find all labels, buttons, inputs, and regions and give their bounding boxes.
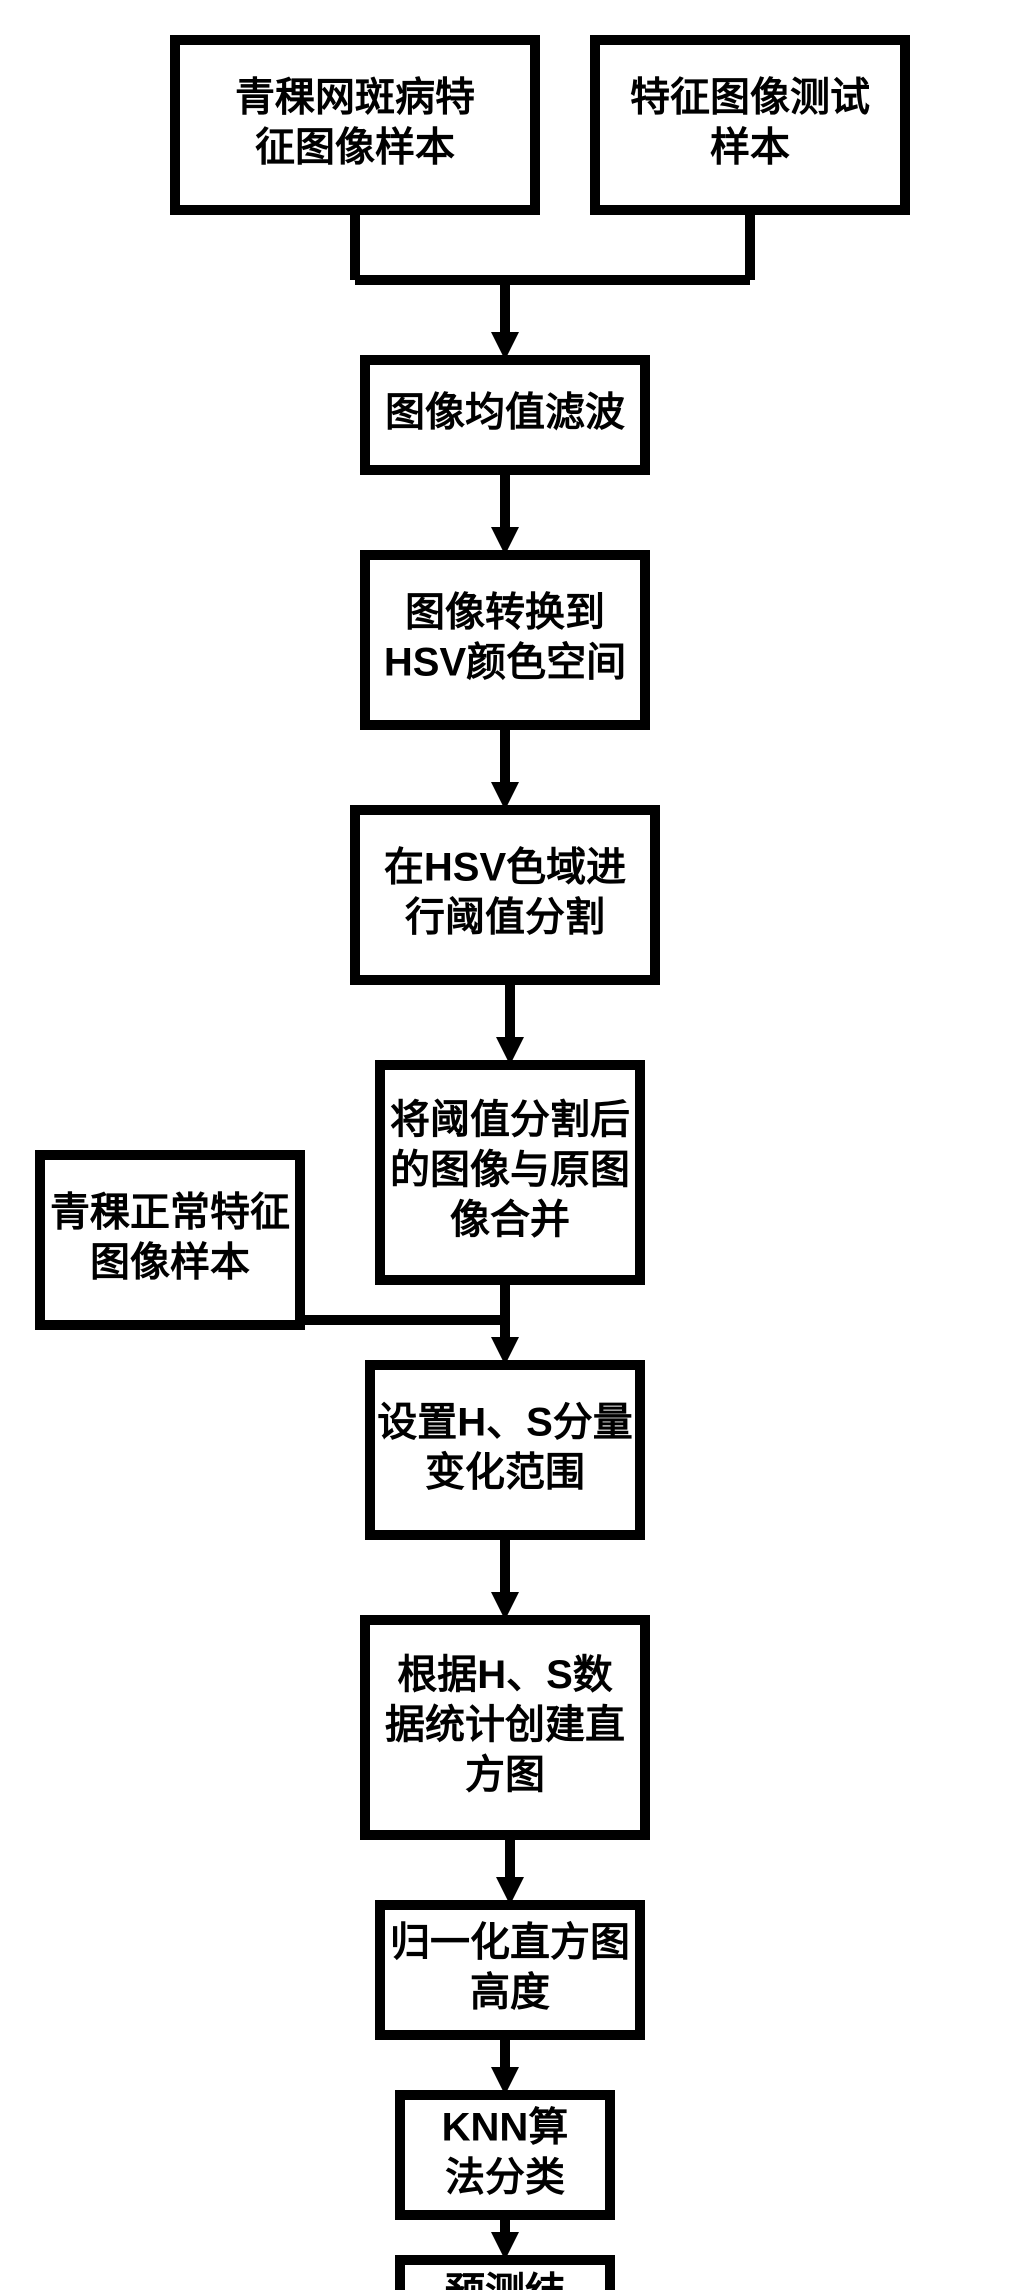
flowchart-node-n3: 图像均值滤波 [365, 360, 645, 470]
node-label: 设置H、S分量 [377, 1401, 633, 1445]
node-label: 图像均值滤波 [385, 391, 625, 435]
node-label: 特征图像测试 [630, 76, 870, 120]
node-label: 高度 [470, 1971, 550, 2015]
node-label: 预测结 [445, 2271, 565, 2290]
node-label: 样本 [710, 126, 790, 170]
node-label: 图像转换到 [405, 591, 605, 635]
node-label: 法分类 [445, 2156, 565, 2200]
node-label: 的图像与原图 [390, 1148, 630, 1192]
node-label: 变化范围 [425, 1451, 585, 1495]
node-label: 征图像样本 [255, 126, 455, 170]
flowchart-node-n6: 将阈值分割后的图像与原图像合并 [380, 1065, 640, 1280]
flowchart-node-n10: 归一化直方图高度 [380, 1905, 640, 2035]
node-label: 方图 [465, 1753, 545, 1797]
flowchart-node-n11: KNN算法分类 [400, 2095, 610, 2215]
flowchart-node-n9: 根据H、S数据统计创建直方图 [365, 1620, 645, 1835]
flowchart-node-n5: 在HSV色域进行阈值分割 [355, 810, 655, 980]
flowchart-node-n12: 预测结果 [400, 2260, 610, 2290]
flowchart-node-n4: 图像转换到 HSV颜色空间 [365, 555, 645, 725]
node-label: 青稞正常特征 [50, 1191, 290, 1235]
node-label: 行阈值分割 [405, 896, 605, 940]
node-label: 在HSV色域进 [384, 846, 626, 890]
node-label: KNN算 [442, 2106, 569, 2150]
flowchart-node-n7: 青稞正常特征图像样本 [40, 1155, 300, 1325]
node-label: 图像样本 [90, 1241, 250, 1285]
node-label: 根据H、S数 [397, 1653, 613, 1697]
flowchart-node-n8: 设置H、S分量变化范围 [370, 1365, 640, 1535]
node-label: HSV颜色空间 [384, 641, 626, 685]
flowchart-node-n2: 特征图像测试样本 [595, 40, 905, 210]
flowchart-node-n1: 青稞网斑病特征图像样本 [175, 40, 535, 210]
node-label: 据统计创建直 [385, 1703, 625, 1747]
node-label: 像合并 [450, 1198, 570, 1242]
node-label: 青稞网斑病特 [235, 76, 475, 120]
node-label: 将阈值分割后 [390, 1098, 630, 1142]
node-label: 归一化直方图 [390, 1921, 630, 1965]
